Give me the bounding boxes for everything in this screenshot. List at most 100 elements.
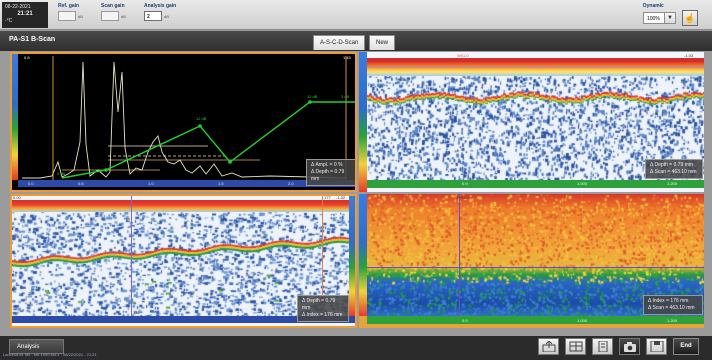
tcg-point[interactable] xyxy=(228,160,232,164)
tcg-curve[interactable] xyxy=(61,101,355,179)
cscan-panel[interactable]: 0.9 1.000 1.200 W01.0 Δ Index = 176 mm Δ… xyxy=(359,194,704,328)
delta-ampl: Δ Ampl. = 0 % xyxy=(311,162,343,168)
tick-label: 0.9 xyxy=(462,181,468,186)
analysis-gain-unit: dB xyxy=(164,13,169,19)
bscan2-cursor-v[interactable] xyxy=(131,194,132,316)
tick-label: 1.000 xyxy=(577,318,588,323)
cursor-right-value: 1.43 xyxy=(343,55,352,60)
scan-gain-field[interactable] xyxy=(101,11,119,21)
clock-time: 21:21 xyxy=(17,11,33,17)
dynamic-label: Dynamic xyxy=(643,3,664,9)
bscan2-index-label: 131 xyxy=(133,310,140,315)
bscan2-value: -1.32 xyxy=(336,195,346,200)
analysis-gain-label: Analysis gain xyxy=(144,3,177,9)
tcg-point[interactable] xyxy=(308,100,312,104)
tcg-label: 12 dB xyxy=(196,116,207,121)
bscan2-surface-band xyxy=(10,200,357,212)
clock-temp: -°C xyxy=(5,18,13,24)
analysis-gain-group: Analysis gain 2 dB xyxy=(144,3,176,21)
delta-depth: Δ Depth = 0.79 mm xyxy=(302,298,336,311)
ascan-color-scale xyxy=(10,52,18,180)
page-title: PA-S1 B-Scan xyxy=(9,36,56,43)
tick-label: 1.200 xyxy=(667,181,678,186)
bscan-bottom-panel[interactable]: 0.00 177 -1.32 131 Δ Depth = 0.79 mm Δ I… xyxy=(10,194,357,328)
camera-icon xyxy=(623,342,636,352)
ref-gain-field[interactable] xyxy=(58,11,76,21)
analysis-gain-field[interactable]: 2 xyxy=(144,11,162,21)
report-button[interactable] xyxy=(592,338,613,355)
ref-gain-label: Ref. gain xyxy=(58,3,80,9)
bscan2-measure-box: Δ Depth = 0.79 mm Δ Index = 176 mm xyxy=(297,295,349,322)
tcg-label: 12 dB xyxy=(307,94,318,99)
bscan2-cursor-v2[interactable] xyxy=(322,194,323,316)
tick-label: 1.5 xyxy=(218,181,224,186)
ascan-ruler: 0.0 0.6 1.0 1.5 2.0 xyxy=(18,180,357,187)
save-button[interactable] xyxy=(646,338,667,355)
tick-label: 0.0 xyxy=(28,181,34,186)
bscan-cursor-label: W01.0 xyxy=(457,53,469,58)
clock-date: 08-22-2021 xyxy=(5,4,31,10)
tcg-label: 0 dB xyxy=(57,171,66,176)
ascan-trace xyxy=(22,61,346,179)
tick-label: 1.200 xyxy=(667,318,678,323)
bscan-ruler-labels: 0.9 1.000 1.200 xyxy=(367,180,704,187)
cscan-ruler xyxy=(367,316,704,324)
delta-scan: Δ Scan = 463.10 mm xyxy=(648,305,695,311)
ref-gain-group: Ref. gain dB xyxy=(58,3,83,21)
bscan-top-panel[interactable]: 0.9 1.000 1.200 W01.0 -1.03 Δ Depth = 0.… xyxy=(359,52,704,192)
export-button[interactable] xyxy=(538,338,559,355)
bscan-value: -1.03 xyxy=(684,53,694,58)
tab-new[interactable]: New xyxy=(369,35,396,50)
bscan2-marker: 177 xyxy=(324,195,331,200)
tick-label: 0.6 xyxy=(78,181,84,186)
device-clock: 08-22-2021 21:21 -°C xyxy=(2,2,48,28)
view-header: PA-S1 B-Scan A-S-C-D-Scan New xyxy=(0,31,712,51)
hand-icon: ☝ xyxy=(684,13,696,23)
bscan-color-scale xyxy=(359,52,367,192)
bscan2-selection-frame xyxy=(10,194,357,328)
analysis-button[interactable]: Analysis xyxy=(9,339,64,354)
delta-depth: Δ Depth = 0.79 mm xyxy=(650,162,693,168)
ascan-panel[interactable]: 0 dB 12 dB 12 dB 3 dB 0.8 1.43 0.0 0.6 1… xyxy=(10,52,357,192)
tick-label: 0.9 xyxy=(462,318,468,323)
end-button[interactable]: End xyxy=(673,338,699,355)
tcg-point[interactable] xyxy=(198,124,202,128)
tick-label: 1.0 xyxy=(148,181,154,186)
cscan-measure-box: Δ Index = 176 mm Δ Scan = 463.10 mm xyxy=(643,295,703,315)
cursor-left-value: 0.8 xyxy=(24,55,30,60)
bscan-backwall-band xyxy=(367,62,704,76)
bscan-measure-box: Δ Depth = 0.79 mm Δ Scan = 463.10 mm xyxy=(645,159,703,179)
tab-ascd-scan[interactable]: A-S-C-D-Scan xyxy=(313,35,366,50)
bscan2-cursor-label: 0.00 xyxy=(13,195,21,200)
scan-gain-unit: dB xyxy=(121,13,126,19)
bscan2-color-scale xyxy=(349,194,357,316)
layout-icon xyxy=(569,341,582,352)
export-icon xyxy=(542,341,555,352)
chevron-down-icon[interactable]: ▼ xyxy=(664,12,676,24)
save-icon xyxy=(650,341,663,352)
tick-label: 1.000 xyxy=(577,181,588,186)
bscan2-ruler xyxy=(10,316,357,323)
tcg-label: 3 dB xyxy=(341,94,350,99)
bscan2-image[interactable] xyxy=(10,212,349,316)
scan-gain-label: Scan gain xyxy=(101,3,125,9)
delta-scan: Δ Scan = 463.10 mm xyxy=(650,169,697,175)
status-note: Lancelot-61 Mk - sm-1000-sol-1 - 08/22/2… xyxy=(3,352,97,357)
bscan-cursor-h[interactable] xyxy=(369,67,704,68)
delta-index: Δ Index = 176 mm xyxy=(648,298,689,304)
ascan-selection-frame xyxy=(10,52,357,192)
layout-button[interactable] xyxy=(565,338,586,355)
top-toolbar: 08-22-2021 21:21 -°C Ref. gain dB Scan g… xyxy=(0,0,712,30)
delta-depth: Δ Depth = 0.79 mm xyxy=(311,169,345,182)
tcg-point[interactable] xyxy=(104,168,108,172)
ascan-measure-box: Δ Ampl. = 0 % Δ Depth = 0.79 mm xyxy=(306,159,356,186)
cscan-ruler-labels: 0.9 1.000 1.200 xyxy=(367,317,704,324)
cscan-cursor-v[interactable] xyxy=(459,194,460,316)
report-icon xyxy=(598,341,607,352)
cscan-color-scale xyxy=(359,194,367,316)
screenshot-button[interactable] xyxy=(619,338,640,355)
cscan-cursor-label: W01.0 xyxy=(457,195,469,200)
cscan-cursor-h[interactable] xyxy=(367,267,704,268)
pointer-tool-button[interactable]: ☝ xyxy=(682,10,698,26)
